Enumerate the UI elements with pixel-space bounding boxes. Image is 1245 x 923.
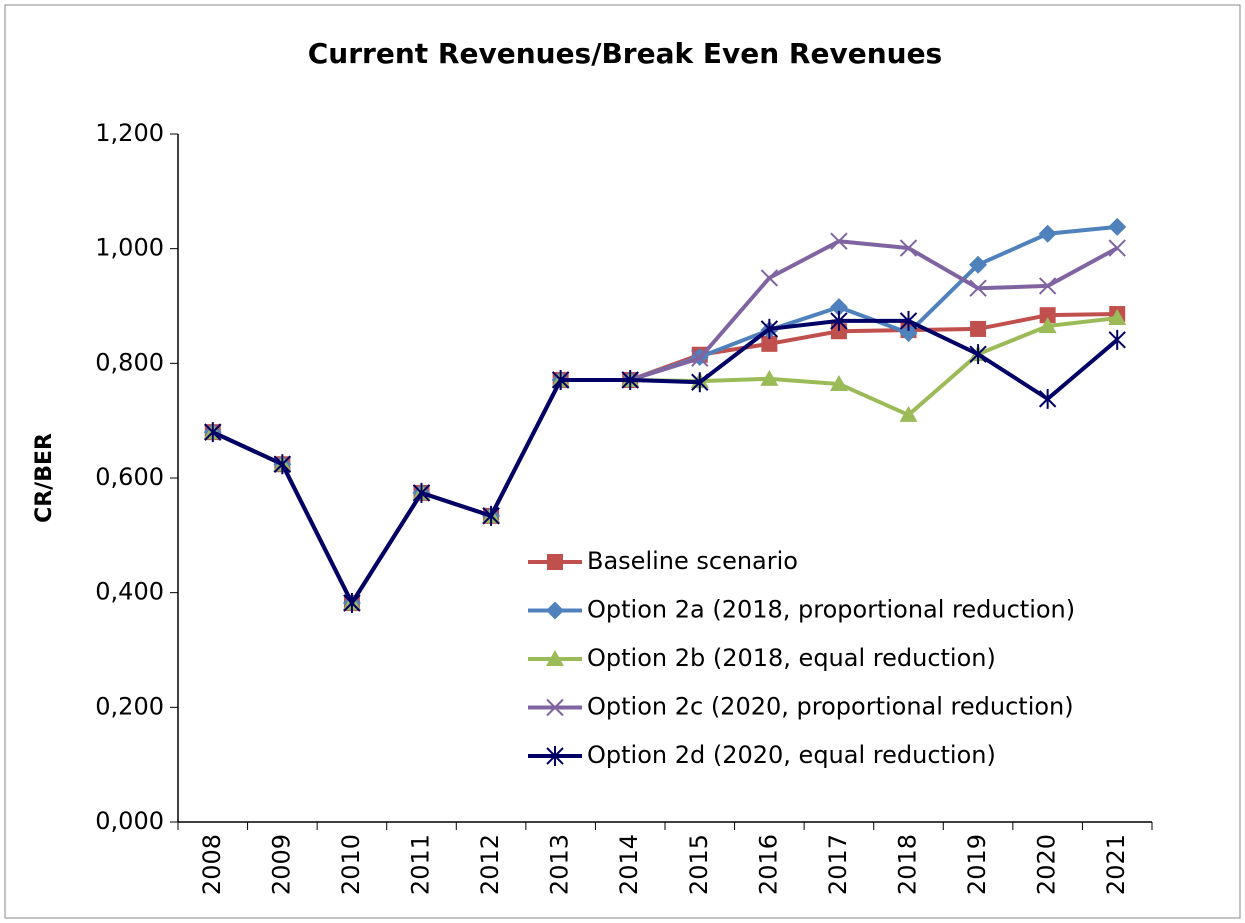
x-tick-label: 2019 bbox=[963, 834, 991, 895]
x-tick-label: 2017 bbox=[824, 834, 852, 895]
x-tick-label: 2013 bbox=[546, 834, 574, 895]
marker bbox=[482, 505, 500, 526]
marker bbox=[343, 592, 361, 613]
chart-title: Current Revenues/Break Even Revenues bbox=[308, 37, 942, 70]
marker bbox=[1039, 307, 1056, 324]
marker bbox=[899, 405, 918, 422]
legend-label: Option 2a (2018, proportional reduction) bbox=[587, 596, 1075, 624]
marker bbox=[412, 482, 431, 503]
legend-label: Option 2d (2020, equal reduction) bbox=[587, 741, 996, 769]
marker bbox=[1108, 217, 1127, 236]
marker bbox=[621, 369, 639, 390]
series-line bbox=[211, 318, 1119, 605]
marker bbox=[829, 374, 848, 391]
x-tick-label: 2010 bbox=[337, 834, 365, 895]
marker bbox=[1108, 329, 1126, 350]
x-tick-label: 2008 bbox=[198, 834, 226, 895]
marker bbox=[691, 372, 709, 393]
y-tick-label: 0,800 bbox=[95, 348, 164, 376]
x-tick-label: 2016 bbox=[754, 834, 782, 895]
legend-marker bbox=[546, 601, 564, 620]
marker bbox=[204, 422, 222, 443]
marker bbox=[1038, 277, 1057, 295]
marker bbox=[691, 349, 709, 367]
y-tick-label: 1,200 bbox=[95, 119, 164, 147]
x-tick-label: 2012 bbox=[476, 834, 504, 895]
marker bbox=[1108, 309, 1127, 326]
marker bbox=[761, 335, 778, 352]
chart-border bbox=[4, 4, 1241, 919]
legend-marker bbox=[546, 650, 564, 666]
legend-label: Option 2c (2020, proportional reduction) bbox=[587, 693, 1074, 721]
marker bbox=[969, 255, 988, 274]
x-tick-label: 2021 bbox=[1102, 834, 1130, 895]
y-tick-label: 0,200 bbox=[95, 692, 164, 720]
x-tick-label: 2011 bbox=[407, 834, 435, 895]
marker bbox=[760, 318, 779, 339]
marker bbox=[899, 239, 918, 257]
x-tick-label: 2020 bbox=[1033, 834, 1061, 895]
x-tick-label: 2018 bbox=[894, 834, 922, 895]
marker bbox=[899, 323, 918, 342]
y-axis-title: CR/BER bbox=[32, 433, 57, 523]
marker bbox=[1038, 317, 1057, 334]
x-tick-label: 2009 bbox=[267, 834, 295, 895]
y-tick-label: 0,000 bbox=[95, 807, 164, 835]
y-tick-label: 0,400 bbox=[95, 578, 164, 606]
y-tick-label: 1,000 bbox=[95, 234, 164, 262]
marker bbox=[830, 323, 847, 340]
marker bbox=[1108, 239, 1126, 257]
marker bbox=[969, 279, 987, 297]
legend-marker bbox=[546, 698, 564, 717]
legend-marker bbox=[546, 746, 564, 766]
marker bbox=[899, 310, 918, 331]
marker bbox=[829, 298, 848, 317]
marker bbox=[970, 320, 987, 337]
marker bbox=[1038, 388, 1057, 409]
legend-marker bbox=[547, 554, 563, 570]
marker bbox=[551, 369, 570, 390]
y-tick-label: 0,600 bbox=[95, 463, 164, 491]
x-tick-label: 2015 bbox=[685, 834, 713, 895]
marker bbox=[969, 344, 987, 365]
marker bbox=[1038, 224, 1057, 243]
marker bbox=[830, 232, 848, 250]
x-tick-label: 2014 bbox=[615, 834, 643, 895]
marker bbox=[830, 310, 848, 331]
marker bbox=[760, 369, 779, 386]
marker bbox=[273, 454, 292, 475]
legend-label: Option 2b (2018, equal reduction) bbox=[587, 644, 996, 672]
marker bbox=[760, 269, 779, 287]
legend-label: Baseline scenario bbox=[587, 547, 798, 575]
